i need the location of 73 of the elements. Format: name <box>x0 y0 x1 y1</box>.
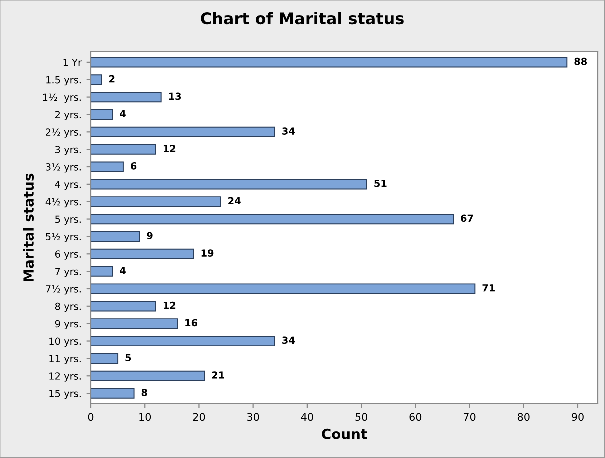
x-tick-label: 80 <box>518 413 530 422</box>
bar <box>91 179 368 190</box>
data-label: 34 <box>282 336 295 344</box>
y-tick-label: 7½ yrs. <box>46 285 81 295</box>
y-tick-label: 8 yrs. <box>55 302 81 312</box>
y-tick-label: 6 yrs. <box>55 250 81 260</box>
data-label: 34 <box>282 128 295 135</box>
y-tick-label: 5½ yrs. <box>46 233 81 242</box>
data-label: 24 <box>228 197 241 205</box>
bar <box>91 214 454 225</box>
bar <box>91 74 102 86</box>
bar <box>91 301 156 312</box>
data-label: 4 <box>120 110 126 118</box>
x-axis-title: Count <box>322 428 368 440</box>
bar <box>91 266 114 277</box>
x-tick-label: 60 <box>410 413 422 422</box>
bar <box>91 162 124 172</box>
bar <box>91 284 476 294</box>
data-label: 4 <box>120 267 126 274</box>
data-label: 8 <box>142 389 148 396</box>
y-tick-label: 1.5 yrs. <box>46 76 81 86</box>
data-label: 71 <box>482 284 495 292</box>
x-tick-label: 20 <box>193 413 206 422</box>
x-tick-label: 40 <box>301 413 314 422</box>
x-tick-label: 30 <box>247 413 260 422</box>
bar <box>91 109 114 120</box>
bar <box>91 144 156 155</box>
y-tick-label: 1½ yrs. <box>43 94 81 104</box>
bar <box>91 57 568 68</box>
bar <box>91 370 206 382</box>
x-tick-label: 0 <box>88 413 94 422</box>
y-tick-label: 15 yrs. <box>50 390 81 400</box>
y-tick-label: 1 Yr <box>64 59 82 66</box>
data-label: 12 <box>164 302 176 310</box>
chart-title: Chart of Marital status <box>201 12 404 25</box>
x-tick-label: 70 <box>464 413 476 422</box>
bar <box>91 248 194 260</box>
bar <box>91 353 119 364</box>
data-label: 88 <box>574 58 588 66</box>
bar <box>91 126 276 138</box>
y-tick-label: 9 yrs. <box>55 320 81 330</box>
data-label: 6 <box>131 162 137 170</box>
y-tick-label: 2 yrs. <box>56 111 81 120</box>
y-axis-title: Marital status <box>23 174 34 282</box>
bar <box>91 92 162 103</box>
data-label: 12 <box>164 145 176 152</box>
data-label: 5 <box>126 354 132 362</box>
x-tick-label: 10 <box>140 413 152 422</box>
bar <box>91 318 178 330</box>
data-label: 2 <box>110 75 115 83</box>
bar <box>91 336 276 347</box>
x-tick-label: 50 <box>356 413 368 422</box>
y-tick-label: 3½ yrs. <box>46 163 81 173</box>
y-tick-label: 3 yrs. <box>56 146 81 156</box>
y-tick-label: 12 yrs. <box>50 372 81 382</box>
y-tick-label: 2½ yrs. <box>46 128 81 138</box>
y-tick-label: 7 yrs. <box>56 268 81 278</box>
data-label: 13 <box>169 92 182 100</box>
y-tick-label: 5 yrs. <box>56 216 81 226</box>
data-label: 67 <box>461 214 474 222</box>
y-tick-label: 4 yrs. <box>55 181 81 190</box>
data-label: 16 <box>186 319 198 327</box>
data-label: 19 <box>202 250 214 257</box>
bar <box>91 388 135 399</box>
y-tick-label: 11 yrs. <box>50 355 81 364</box>
data-label: 51 <box>374 180 387 188</box>
y-tick-label: 10 yrs. <box>50 338 81 347</box>
data-label: 9 <box>147 232 153 240</box>
data-label: 21 <box>212 372 224 379</box>
bar <box>91 231 140 242</box>
y-tick-label: 4½ yrs. <box>46 198 81 208</box>
bar <box>91 196 222 208</box>
x-tick-label: 90 <box>572 413 584 422</box>
